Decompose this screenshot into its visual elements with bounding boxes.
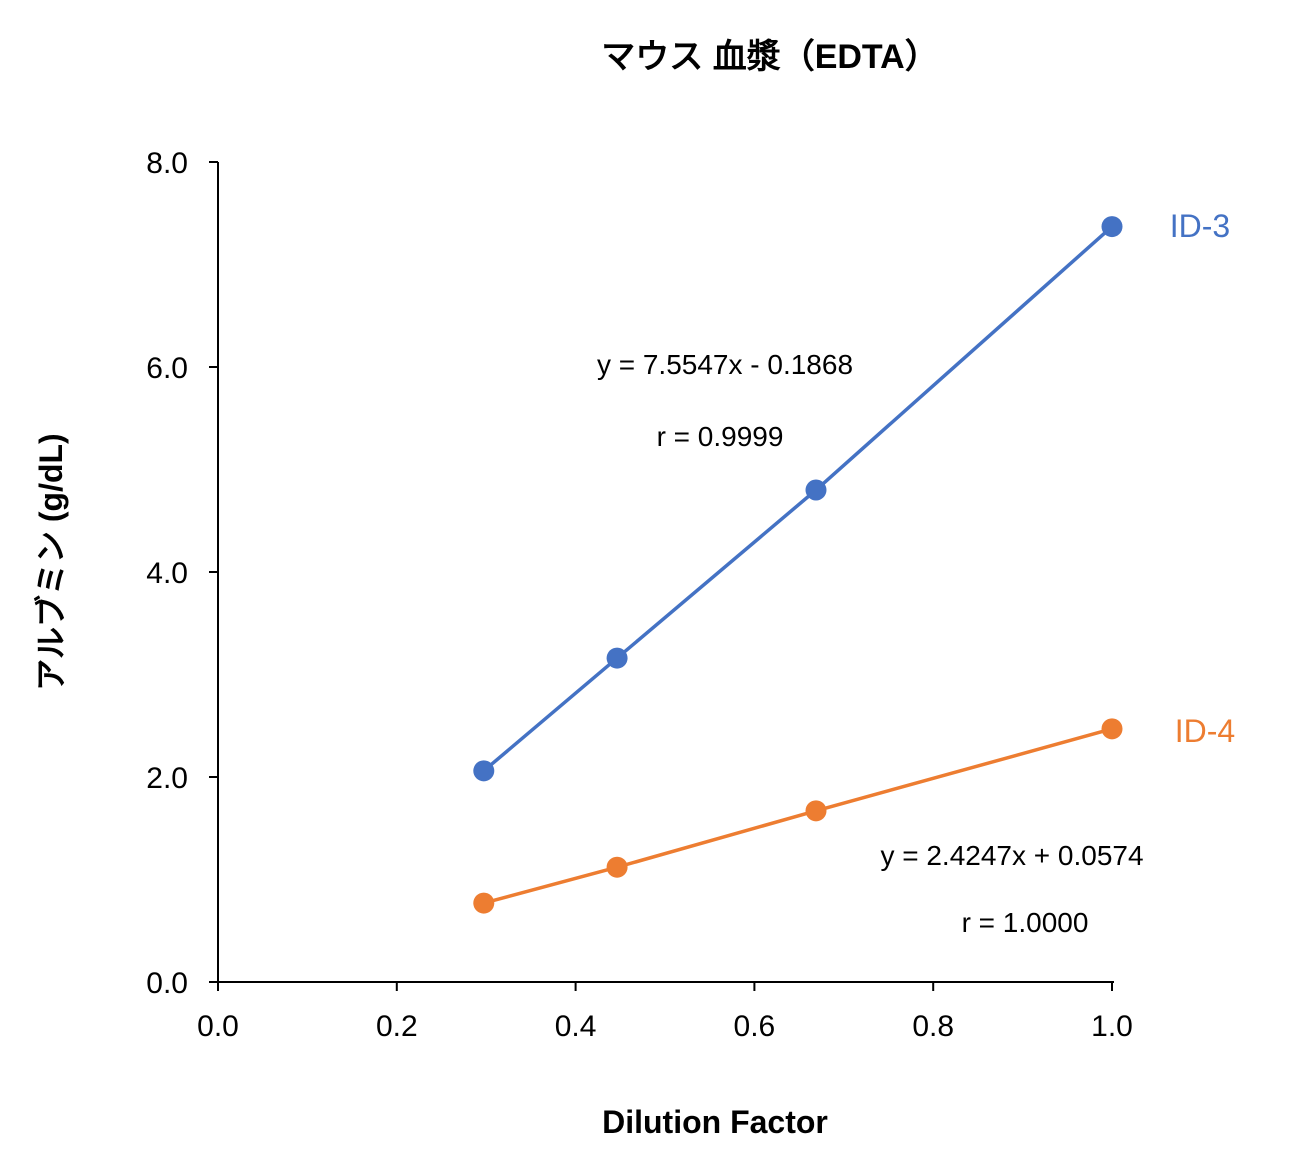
id4-r-value: r = 1.0000 (962, 907, 1089, 938)
y-tick-label-3: 6.0 (146, 352, 188, 385)
y-tick-label-2: 4.0 (146, 557, 188, 590)
axes: 0.0 0.2 0.4 0.6 0.8 1.0 0.0 2.0 4.0 6.0 8.0 (146, 147, 1133, 1043)
y-tick-label-1: 2.0 (146, 762, 188, 795)
data-point-id-4-1 (606, 856, 628, 878)
series-line-id-3 (482, 225, 1114, 773)
data-point-id-4-2 (805, 800, 827, 822)
id4-equation: y = 2.4247x + 0.0574 (880, 840, 1143, 871)
x-tick-label-3: 0.6 (734, 1010, 776, 1043)
data-point-id-3-3 (1101, 216, 1123, 238)
data-point-id-3-2 (805, 479, 827, 501)
x-tick-label-5: 1.0 (1091, 1010, 1133, 1043)
x-tick-label-4: 0.8 (912, 1010, 954, 1043)
data-point-id-4-3 (1101, 718, 1123, 740)
series-label-id4: ID-4 (1175, 713, 1235, 749)
y-tick-label-0: 0.0 (146, 967, 188, 1000)
x-axis-label: Dilution Factor (602, 1104, 828, 1140)
data-point-id-3-1 (606, 647, 628, 669)
chart-title: マウス 血漿（EDTA） (601, 37, 938, 76)
series-label-id3: ID-3 (1170, 208, 1230, 244)
x-tick-label-0: 0.0 (197, 1010, 239, 1043)
series-layer (473, 216, 1123, 914)
data-point-id-4-0 (473, 892, 495, 914)
y-axis-label: アルブミン (g/dL) (33, 433, 69, 690)
id3-r-value: r = 0.9999 (657, 421, 784, 452)
y-tick-label-4: 8.0 (146, 147, 188, 180)
x-tick-label-2: 0.4 (555, 1010, 597, 1043)
id3-equation: y = 7.5547x - 0.1868 (597, 349, 853, 380)
series-line-id-4 (483, 727, 1113, 905)
data-point-id-3-0 (473, 760, 495, 782)
x-tick-label-1: 0.2 (376, 1010, 418, 1043)
